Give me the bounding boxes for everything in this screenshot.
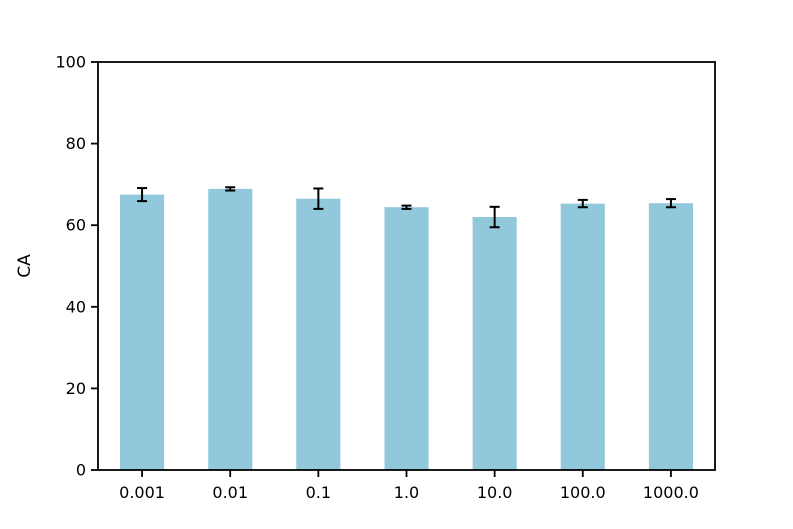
errorbars-layer [137,186,676,229]
y-tick-label: 80 [66,134,86,153]
x-tick-label: 0.001 [119,483,165,502]
bar [120,194,165,470]
y-tick-label: 100 [55,53,86,72]
bar [560,203,605,470]
y-tick-label: 40 [66,297,86,316]
bar [296,198,341,470]
x-tick-label: 100.0 [560,483,606,502]
y-tick-label: 0 [76,461,86,480]
x-tick-label: 0.1 [306,483,331,502]
ticklabels-layer: 0 20 40 60 80 100 0.001 0.01 0.1 1.0 10.0 100.0 1000… [55,53,698,503]
y-tick-label: 20 [66,379,86,398]
x-tick-label: 1000.0 [643,483,699,502]
y-axis-label: CA [15,254,35,278]
bar [472,217,517,470]
bar [208,188,253,470]
x-tick-label: 0.01 [212,483,248,502]
bar [648,203,693,470]
y-tick-label: 60 [66,216,86,235]
x-tick-label: 10.0 [477,483,513,502]
bars-layer [120,188,693,470]
axes-layer [91,61,716,477]
bar [384,207,429,470]
x-tick-label: 1.0 [394,483,419,502]
